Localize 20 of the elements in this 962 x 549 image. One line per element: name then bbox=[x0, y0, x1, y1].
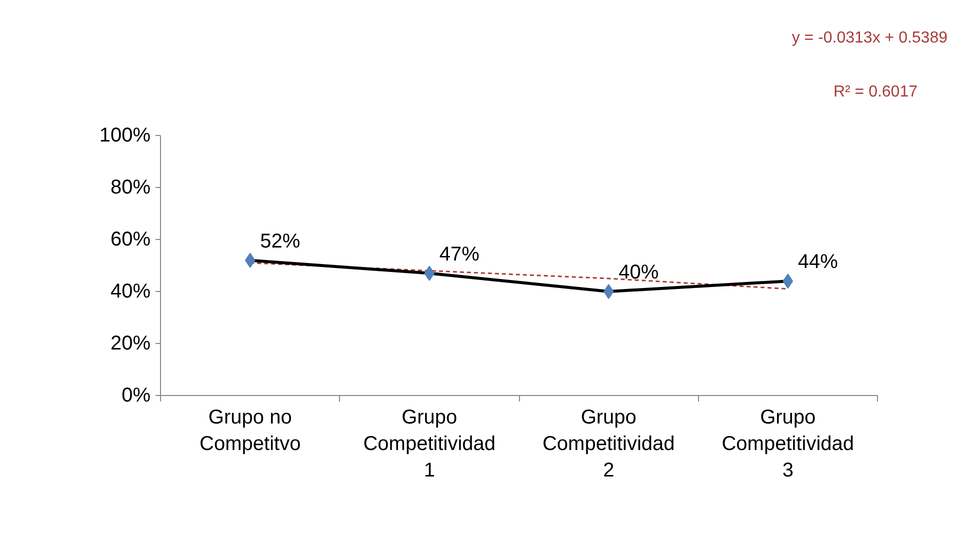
y-tick-label: 20% bbox=[110, 332, 151, 354]
text: y = -0.0313x + 0.5389 bbox=[792, 30, 948, 46]
data-label: 40% bbox=[618, 262, 659, 284]
x-tick-label: Grupo no Competitvo bbox=[200, 406, 301, 455]
x-tick-label: Grupo Competitividad 3 bbox=[722, 406, 854, 482]
y-tick-label: 100% bbox=[99, 124, 151, 146]
point bbox=[782, 274, 794, 289]
y-tick-label: 0% bbox=[122, 384, 151, 406]
y-tick-label: 80% bbox=[110, 176, 151, 198]
point bbox=[603, 284, 614, 299]
x-tick-label: Grupo Competitividad 2 bbox=[542, 406, 675, 482]
text: R² = 0.6017 bbox=[833, 84, 918, 100]
point bbox=[424, 266, 435, 281]
x-tick-label: Grupo Competitividad 1 bbox=[363, 406, 496, 482]
y-tick-label: 40% bbox=[110, 280, 151, 302]
y-tick-label: 60% bbox=[110, 228, 151, 250]
data-label: 52% bbox=[260, 230, 300, 252]
point bbox=[244, 252, 256, 268]
data-label: 44% bbox=[798, 251, 838, 274]
data-label: 47% bbox=[439, 243, 480, 266]
